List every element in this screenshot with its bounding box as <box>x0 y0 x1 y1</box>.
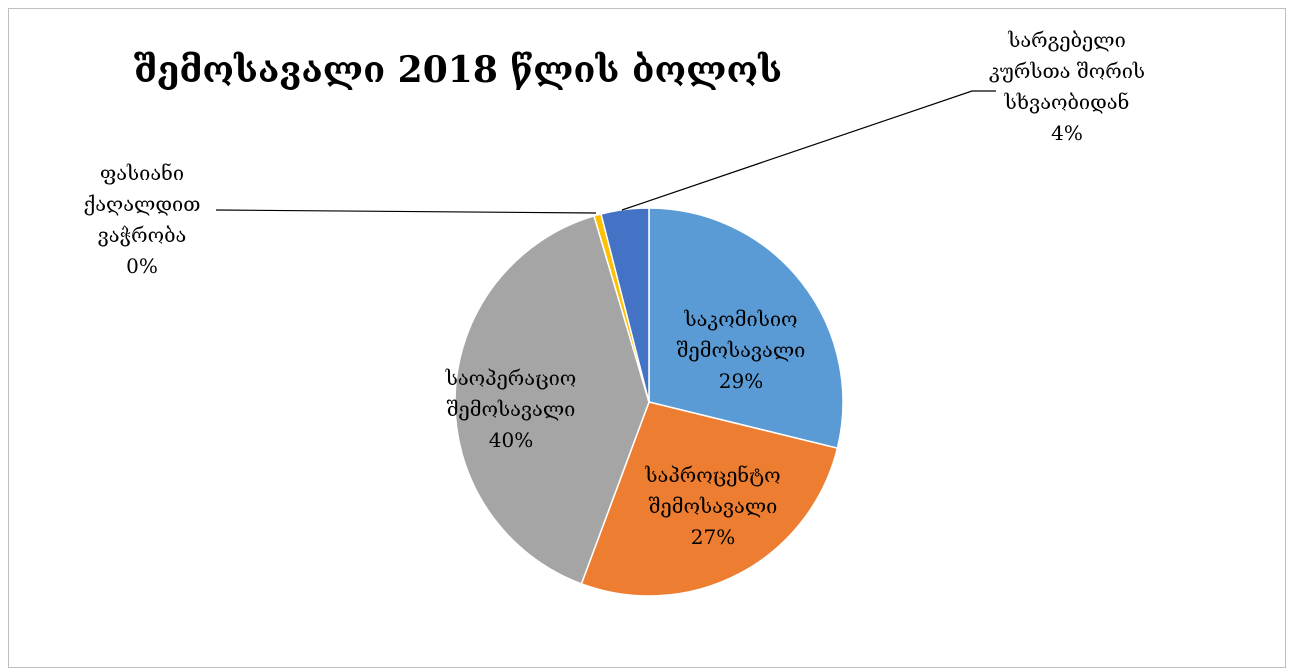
slice-label: შემოსავალი <box>447 397 576 421</box>
pie-slices <box>454 207 844 597</box>
slice-label: ქაღალდით <box>84 192 201 216</box>
pie-slice <box>454 215 650 585</box>
slice-labels: საკომისიო შემოსავალი 29% საპროცენტო შემოსავა… <box>84 28 1145 549</box>
slice-label: 27% <box>691 525 735 549</box>
pie-slice <box>580 401 839 597</box>
leader-line <box>215 209 597 214</box>
slice-label: ფასიანი <box>100 161 184 185</box>
slice-label: შემოსავალი <box>677 338 806 362</box>
slice-label: საოპერაციო <box>445 366 577 390</box>
slice-label: ვაჭრობა <box>98 223 187 247</box>
slice-label: სხვაობიდან <box>1004 90 1130 114</box>
leader-lines <box>215 90 996 214</box>
slice-label: შემოსავალი <box>649 494 778 518</box>
pie-slice <box>648 207 844 450</box>
pie-chart: შემოსავალი 2018 წლის ბოლოს საკომისიო შემო… <box>84 28 1145 597</box>
slice-label: საკომისიო <box>683 307 797 331</box>
slice-label: კურსთა შორის <box>989 59 1145 83</box>
chart-title: შემოსავალი 2018 წლის ბოლოს <box>134 49 782 91</box>
slice-label: სარგებელი <box>1007 28 1126 52</box>
slice-label: საპროცენტო <box>644 463 780 487</box>
slice-label: 40% <box>489 428 533 452</box>
slice-label: 4% <box>1051 121 1083 145</box>
leader-line <box>621 90 996 211</box>
slice-label: 0% <box>126 254 158 278</box>
slice-label: 29% <box>719 369 763 393</box>
